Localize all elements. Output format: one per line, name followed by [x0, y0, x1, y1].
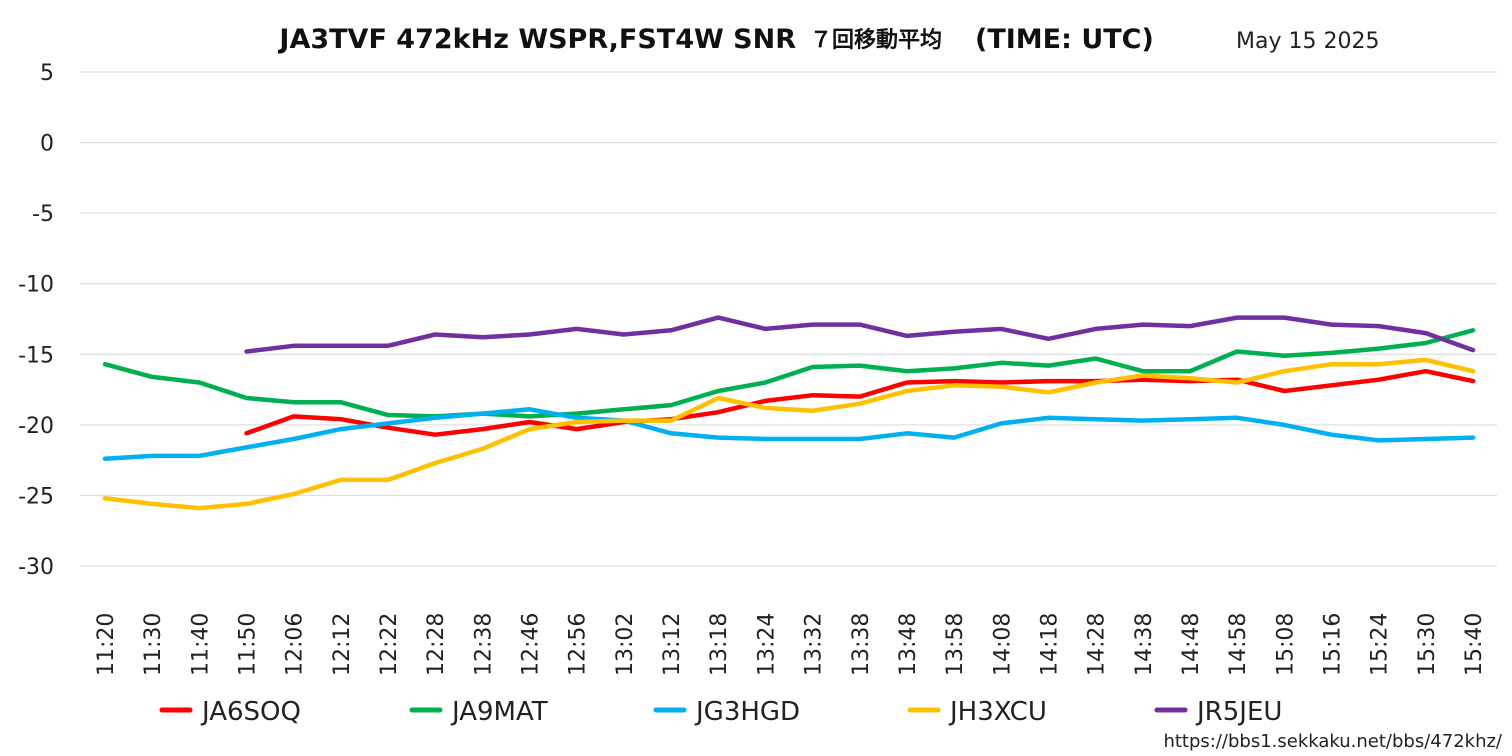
x-tick-label: 13:48 [896, 613, 921, 676]
y-tick-label: -30 [18, 555, 54, 580]
x-tick-label: 14:58 [1226, 613, 1251, 676]
x-tick-label: 13:32 [802, 613, 827, 676]
x-tick-label: 12:56 [566, 613, 591, 676]
y-tick-label: -5 [32, 202, 54, 227]
series-line-jh3xcu [102, 357, 1476, 511]
x-tick-label: 15:16 [1320, 613, 1345, 676]
chart-date: May 15 2025 [1236, 29, 1379, 54]
x-tick-label: 14:48 [1179, 613, 1204, 676]
series-lines [102, 315, 1476, 511]
x-tick-label: 14:38 [1132, 613, 1157, 676]
y-tick-label: -25 [18, 484, 54, 509]
x-tick-label: 14:28 [1085, 613, 1110, 676]
legend-label: JA9MAT [450, 697, 548, 727]
legend-label: JG3HGD [694, 697, 800, 727]
x-tick-label: 12:46 [519, 613, 544, 676]
x-tick-label: 12:38 [471, 613, 496, 676]
series-line-jr5jeu [244, 315, 1476, 354]
x-tick-label: 13:24 [754, 613, 779, 676]
x-tick-label: 12:22 [377, 613, 402, 676]
chart-title-main: JA3TVF 472kHz WSPR,FST4W SNR [277, 24, 796, 55]
x-tick-label: 13:02 [613, 613, 638, 676]
x-tick-label: 11:30 [141, 613, 166, 676]
y-tick-label: -10 [18, 273, 54, 298]
x-tick-label: 14:18 [1037, 613, 1062, 676]
chart-title: JA3TVF 472kHz WSPR,FST4W SNR [277, 24, 796, 55]
x-tick-label: 15:40 [1462, 613, 1487, 676]
x-tick-label: 11:20 [94, 613, 119, 676]
x-axis-ticks: 11:20 11:30 11:40 11:50 12:06 12:12 12:22 12:28… [94, 613, 1487, 676]
series-line-jg3hgd [102, 407, 1476, 461]
x-tick-label: 14:08 [990, 613, 1015, 676]
x-tick-label: 12:06 [283, 613, 308, 676]
y-tick-label: -15 [18, 343, 54, 368]
chart-title-time: (TIME: UTC) [975, 24, 1154, 55]
legend-label: JA6SOQ [200, 697, 301, 727]
x-tick-label: 15:30 [1415, 613, 1440, 676]
x-tick-label: 15:08 [1273, 613, 1298, 676]
y-axis-ticks: 5 0 -5 -10 -15 -20 -25 -30 [18, 61, 54, 580]
x-tick-label: 15:24 [1368, 613, 1393, 676]
x-tick-label: 13:12 [660, 613, 685, 676]
legend: JA6SOQ JA9MAT JG3HGD JH3XCU JR5JEU [159, 697, 1282, 727]
chart-title-jp: ７回移動平均 [810, 27, 942, 53]
y-tick-label: 0 [40, 132, 54, 157]
x-tick-label: 13:18 [707, 613, 732, 676]
series-line-ja6soq [244, 368, 1476, 437]
gridlines [80, 71, 1497, 567]
legend-label: JH3XCU [948, 697, 1047, 727]
y-tick-label: 5 [40, 61, 54, 86]
x-tick-label: 12:28 [424, 613, 449, 676]
x-tick-label: 13:38 [849, 613, 874, 676]
series-line-ja9mat [102, 328, 1476, 419]
source-url[interactable]: https://bbs1.sekkaku.net/bbs/472khz/ [1163, 731, 1502, 752]
x-tick-label: 11:40 [188, 613, 213, 676]
x-tick-label: 11:50 [236, 613, 261, 676]
legend-label: JR5JEU [1195, 697, 1282, 727]
y-tick-label: -20 [18, 414, 54, 439]
x-tick-label: 13:58 [943, 613, 968, 676]
x-tick-label: 12:12 [330, 613, 355, 676]
